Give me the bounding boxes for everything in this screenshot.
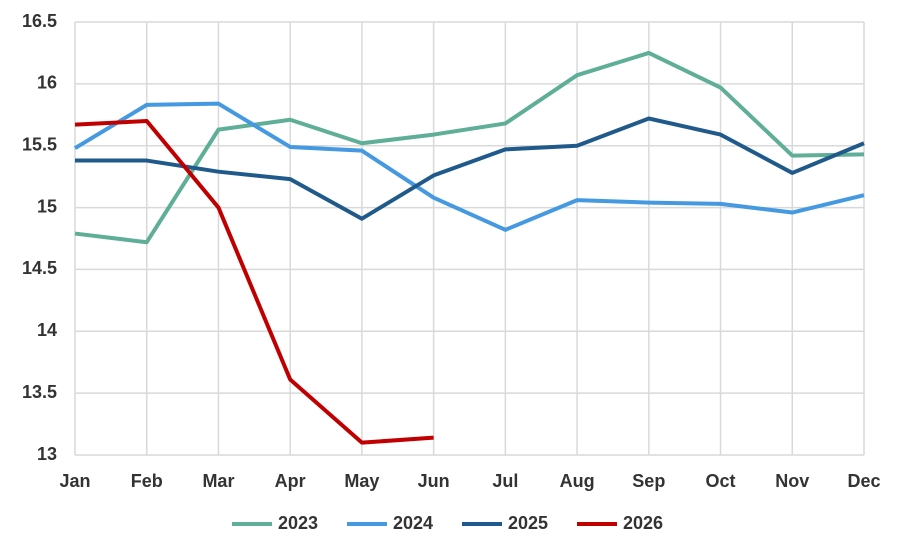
x-tick-label: Aug xyxy=(560,471,595,491)
y-tick-label: 14.5 xyxy=(22,258,57,278)
x-tick-label: Dec xyxy=(847,471,880,491)
legend-label: 2023 xyxy=(278,513,318,533)
x-tick-label: Oct xyxy=(706,471,736,491)
x-tick-label: May xyxy=(344,471,379,491)
x-tick-label: Jul xyxy=(492,471,518,491)
y-tick-label: 16 xyxy=(37,73,57,93)
x-tick-label: Apr xyxy=(275,471,306,491)
x-tick-label: Nov xyxy=(775,471,809,491)
y-tick-label: 14 xyxy=(37,320,57,340)
y-tick-label: 13.5 xyxy=(22,382,57,402)
x-tick-label: Feb xyxy=(131,471,163,491)
legend-label: 2024 xyxy=(393,513,433,533)
x-tick-label: Mar xyxy=(202,471,234,491)
series-line xyxy=(73,101,865,232)
legend-label: 2025 xyxy=(508,513,548,533)
y-tick-label: 15 xyxy=(37,196,57,216)
x-tick-label: Jun xyxy=(418,471,450,491)
y-tick-label: 13 xyxy=(37,444,57,464)
series-line xyxy=(75,116,865,221)
series-line xyxy=(74,50,865,245)
x-tick-label: Sep xyxy=(632,471,665,491)
legend-label: 2026 xyxy=(623,513,663,533)
y-tick-label: 16.5 xyxy=(22,11,57,31)
x-tick-label: Jan xyxy=(59,471,90,491)
y-tick-label: 15.5 xyxy=(22,134,57,154)
series-line xyxy=(74,118,434,445)
